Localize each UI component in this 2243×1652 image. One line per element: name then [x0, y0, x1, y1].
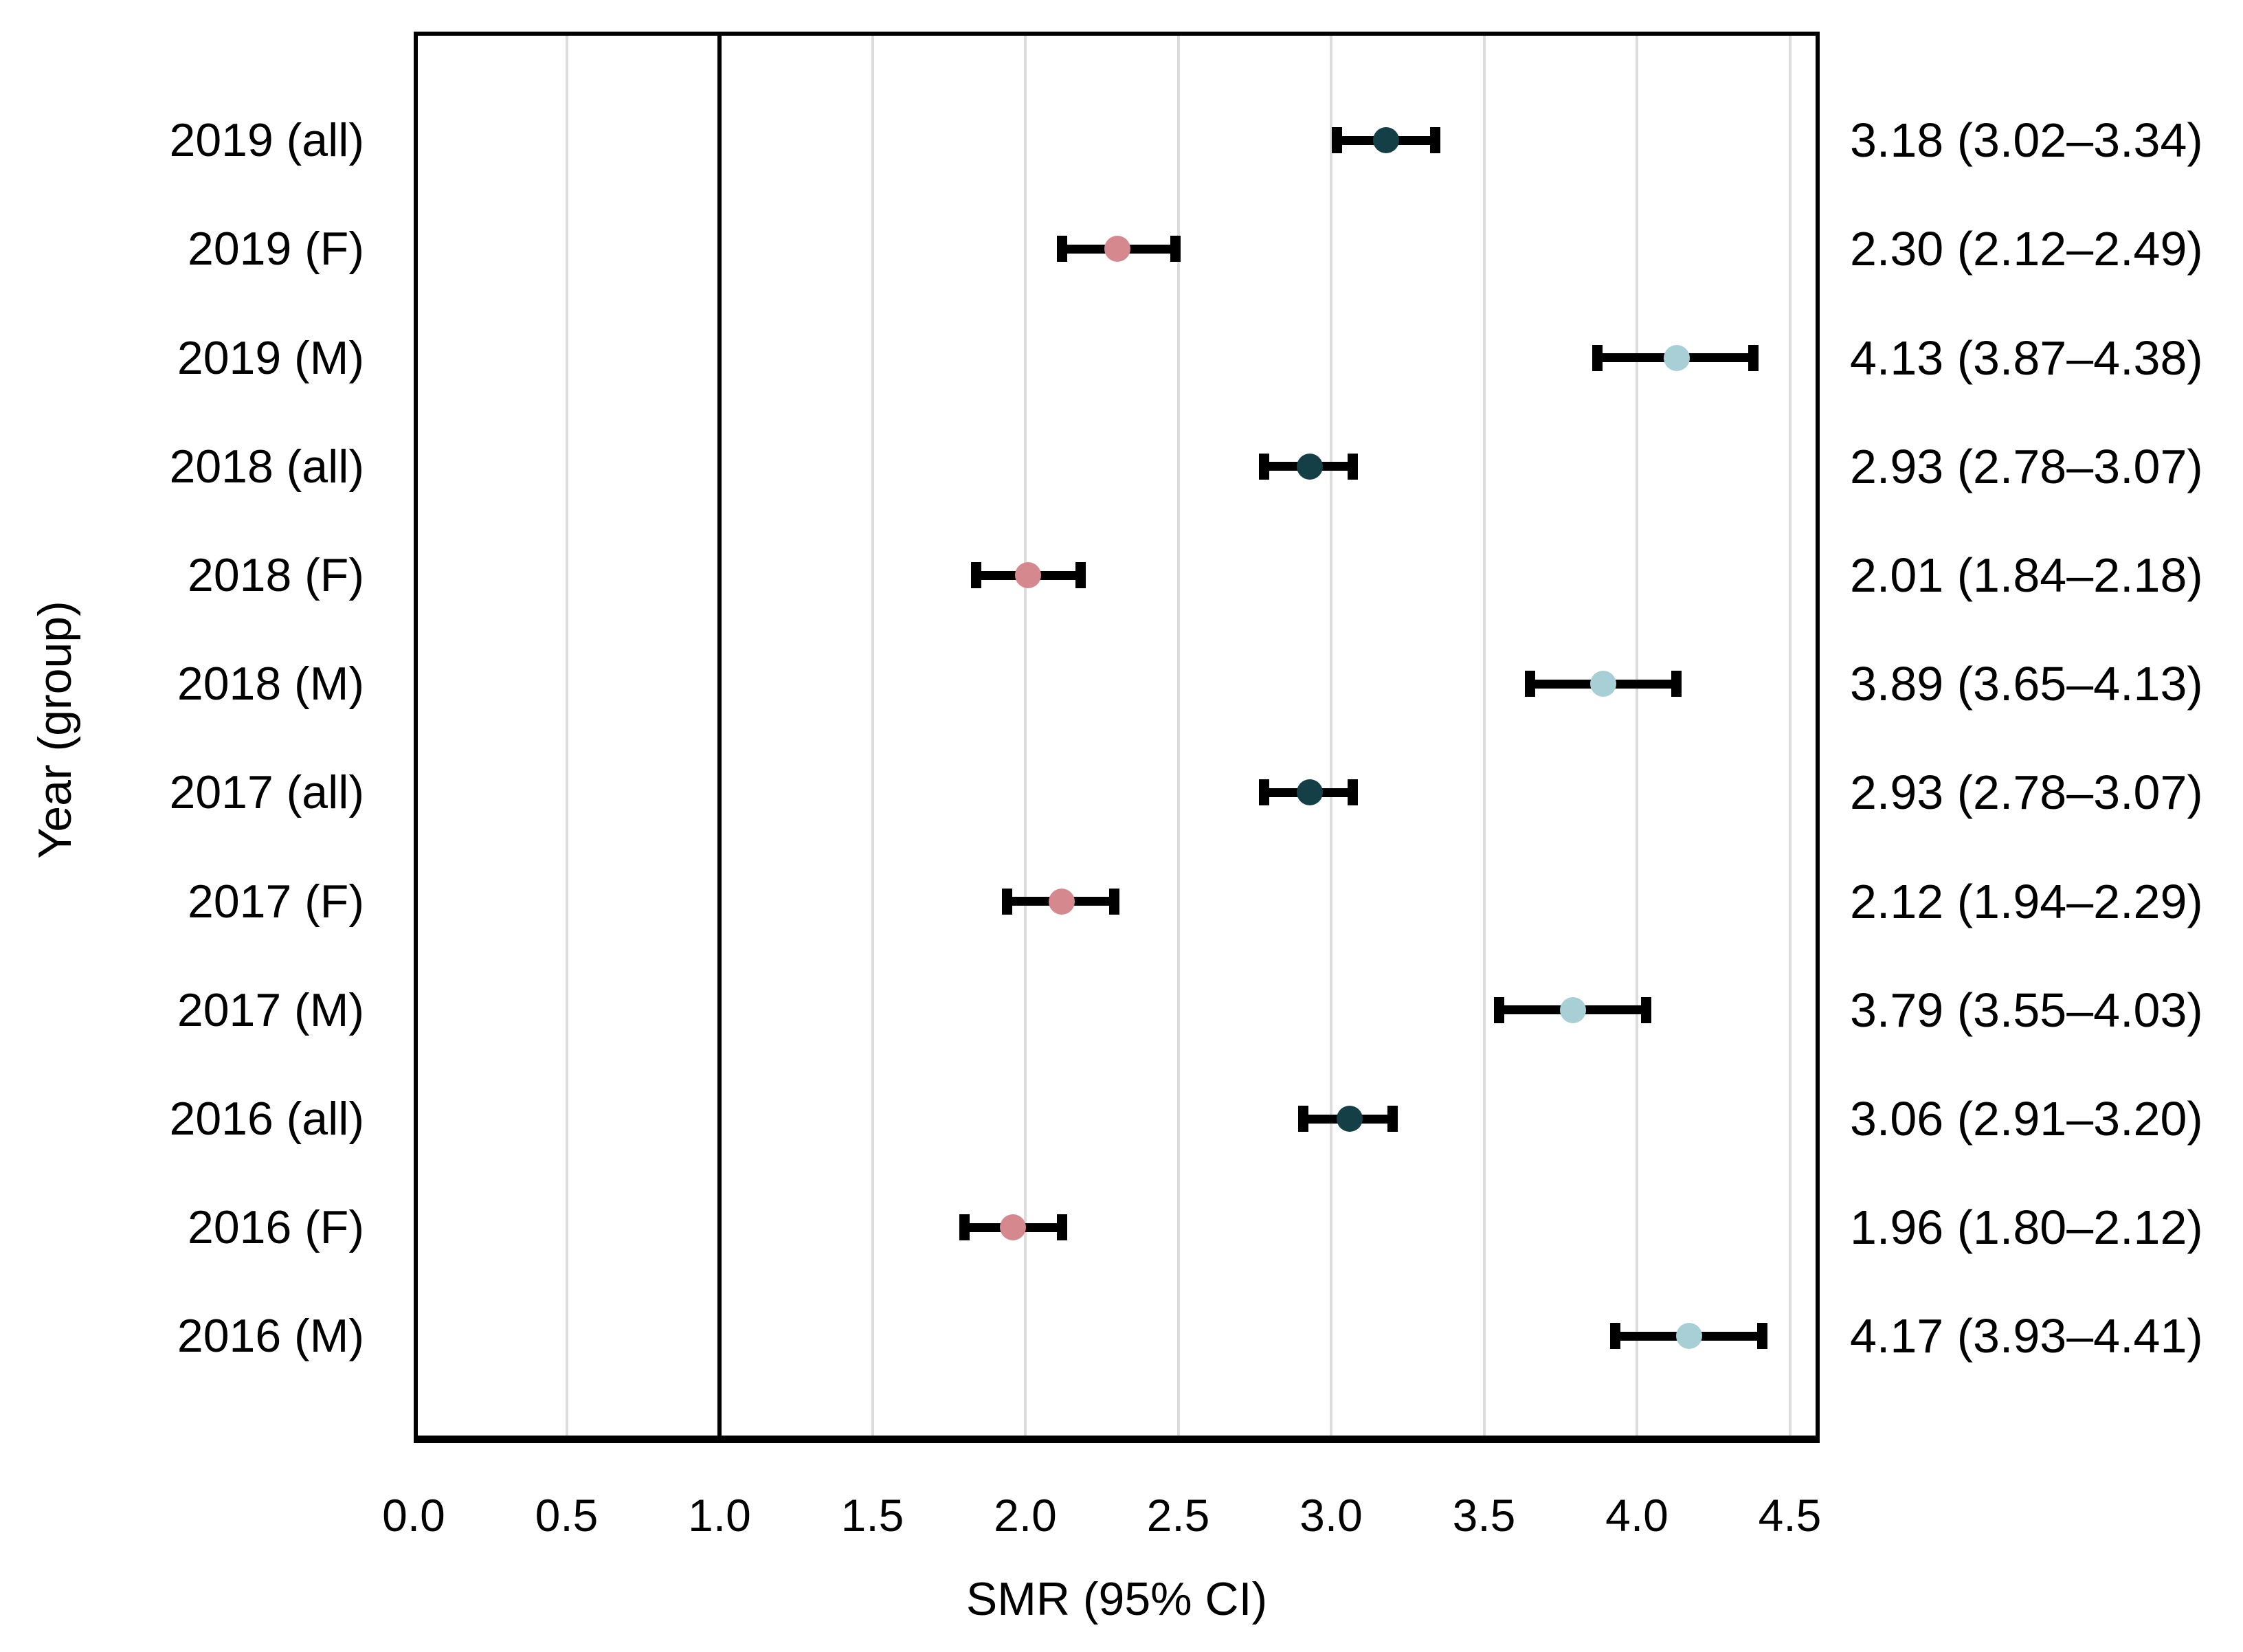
- x-tick-label: 0.5: [535, 1490, 599, 1541]
- row-label: 2018 (all): [169, 440, 365, 493]
- value-annotation: 2.01 (1.84–2.18): [1850, 548, 2203, 602]
- gridline-0.5: [565, 32, 568, 1443]
- gridline-3.0: [1330, 32, 1332, 1443]
- point-M: [1675, 1323, 1702, 1350]
- row-label: 2017 (F): [188, 875, 364, 928]
- value-annotation: 2.30 (2.12–2.49): [1850, 222, 2203, 276]
- ci-cap-high: [1387, 1106, 1398, 1132]
- value-annotation: 2.93 (2.78–3.07): [1850, 439, 2203, 493]
- ci-cap-high: [1671, 671, 1682, 697]
- ci-cap-low: [1610, 1323, 1621, 1350]
- ci-cap-low: [1592, 344, 1603, 371]
- point-all: [1373, 127, 1400, 154]
- ci-cap-low: [1298, 1106, 1309, 1132]
- value-annotation: 3.06 (2.91–3.20): [1850, 1092, 2203, 1146]
- ci-cap-low: [1524, 671, 1535, 697]
- row-label: 2016 (M): [177, 1310, 364, 1363]
- ci-cap-low: [1056, 236, 1067, 263]
- x-tick-label: 4.0: [1605, 1490, 1669, 1541]
- ci-cap-high: [1056, 1214, 1067, 1241]
- value-annotation: 3.79 (3.55–4.03): [1850, 983, 2203, 1037]
- row-label: 2016 (all): [169, 1093, 365, 1145]
- ci-cap-low: [1258, 453, 1269, 480]
- ci-cap-high: [1756, 1323, 1767, 1350]
- row-label: 2018 (F): [188, 549, 364, 601]
- ci-cap-high: [1347, 453, 1358, 480]
- ci-cap-high: [1640, 996, 1651, 1023]
- x-tick-label: 1.0: [688, 1490, 751, 1541]
- ci-cap-high: [1108, 888, 1119, 915]
- value-annotation: 4.13 (3.87–4.38): [1850, 331, 2203, 385]
- value-annotation: 3.18 (3.02–3.34): [1850, 113, 2203, 168]
- ci-cap-low: [1258, 779, 1269, 806]
- value-annotation: 4.17 (3.93–4.41): [1850, 1309, 2203, 1363]
- point-F: [1000, 1214, 1027, 1241]
- ci-cap-high: [1347, 779, 1358, 806]
- row-label: 2017 (all): [169, 766, 365, 819]
- row-label: 2018 (M): [177, 658, 364, 711]
- point-all: [1296, 779, 1323, 806]
- x-tick-label: 1.5: [840, 1490, 904, 1541]
- row-label: 2019 (F): [188, 223, 364, 276]
- ci-cap-low: [1494, 996, 1505, 1023]
- gridline-2.0: [1024, 32, 1027, 1443]
- point-all: [1296, 453, 1323, 480]
- value-annotation: 1.96 (1.80–2.12): [1850, 1201, 2203, 1255]
- reference-line: [717, 32, 722, 1443]
- value-labels: 3.18 (3.02–3.34) 2.30 (2.12–2.49) 4.13 (3.…: [1850, 32, 2243, 1443]
- plot-area: [414, 32, 1820, 1443]
- point-F: [1015, 562, 1042, 588]
- ci-cap-high: [1429, 127, 1440, 154]
- ci-cap-high: [1748, 344, 1759, 371]
- ci-cap-low: [1332, 127, 1343, 154]
- gridline-3.5: [1482, 32, 1486, 1443]
- point-all: [1336, 1106, 1363, 1132]
- ci-cap-low: [1001, 888, 1012, 915]
- gridline-4.0: [1636, 32, 1638, 1443]
- x-tick-label: 3.5: [1452, 1490, 1516, 1541]
- gridline-4.5: [1788, 32, 1792, 1443]
- row-label: 2019 (M): [177, 331, 364, 384]
- x-tick-label: 3.0: [1299, 1490, 1363, 1541]
- point-M: [1663, 344, 1690, 371]
- value-annotation: 2.12 (1.94–2.29): [1850, 874, 2203, 928]
- x-tick-label: 4.5: [1758, 1490, 1822, 1541]
- value-annotation: 2.93 (2.78–3.07): [1850, 766, 2203, 820]
- ci-cap-high: [1075, 562, 1086, 588]
- row-labels: 2019 (all) 2019 (F) 2019 (M) 2018 (all) 2018…: [0, 32, 365, 1443]
- x-axis-ticks: 0.0 0.5 1.0 1.5 2.0 2.5 3.0 3.5 4.0 4.5: [382, 1488, 1821, 1550]
- row-label: 2017 (M): [177, 983, 364, 1036]
- row-label: 2016 (F): [188, 1201, 364, 1254]
- point-F: [1049, 888, 1075, 915]
- row-label: 2019 (all): [169, 114, 365, 167]
- point-M: [1590, 671, 1617, 697]
- ci-cap-low: [971, 562, 982, 588]
- plot-frame: [414, 32, 1820, 1443]
- point-F: [1104, 236, 1130, 263]
- gridline-2.5: [1176, 32, 1180, 1443]
- x-tick-label: 2.5: [1146, 1490, 1210, 1541]
- x-tick-label: 0.0: [382, 1490, 445, 1541]
- gridline-1.5: [871, 32, 874, 1443]
- ci-cap-low: [959, 1214, 970, 1241]
- point-M: [1559, 996, 1586, 1023]
- x-axis-title: SMR (95% CI): [966, 1573, 1268, 1625]
- value-annotation: 3.89 (3.65–4.13): [1850, 657, 2203, 711]
- x-tick-label: 2.0: [994, 1490, 1057, 1541]
- ci-cap-high: [1170, 236, 1181, 263]
